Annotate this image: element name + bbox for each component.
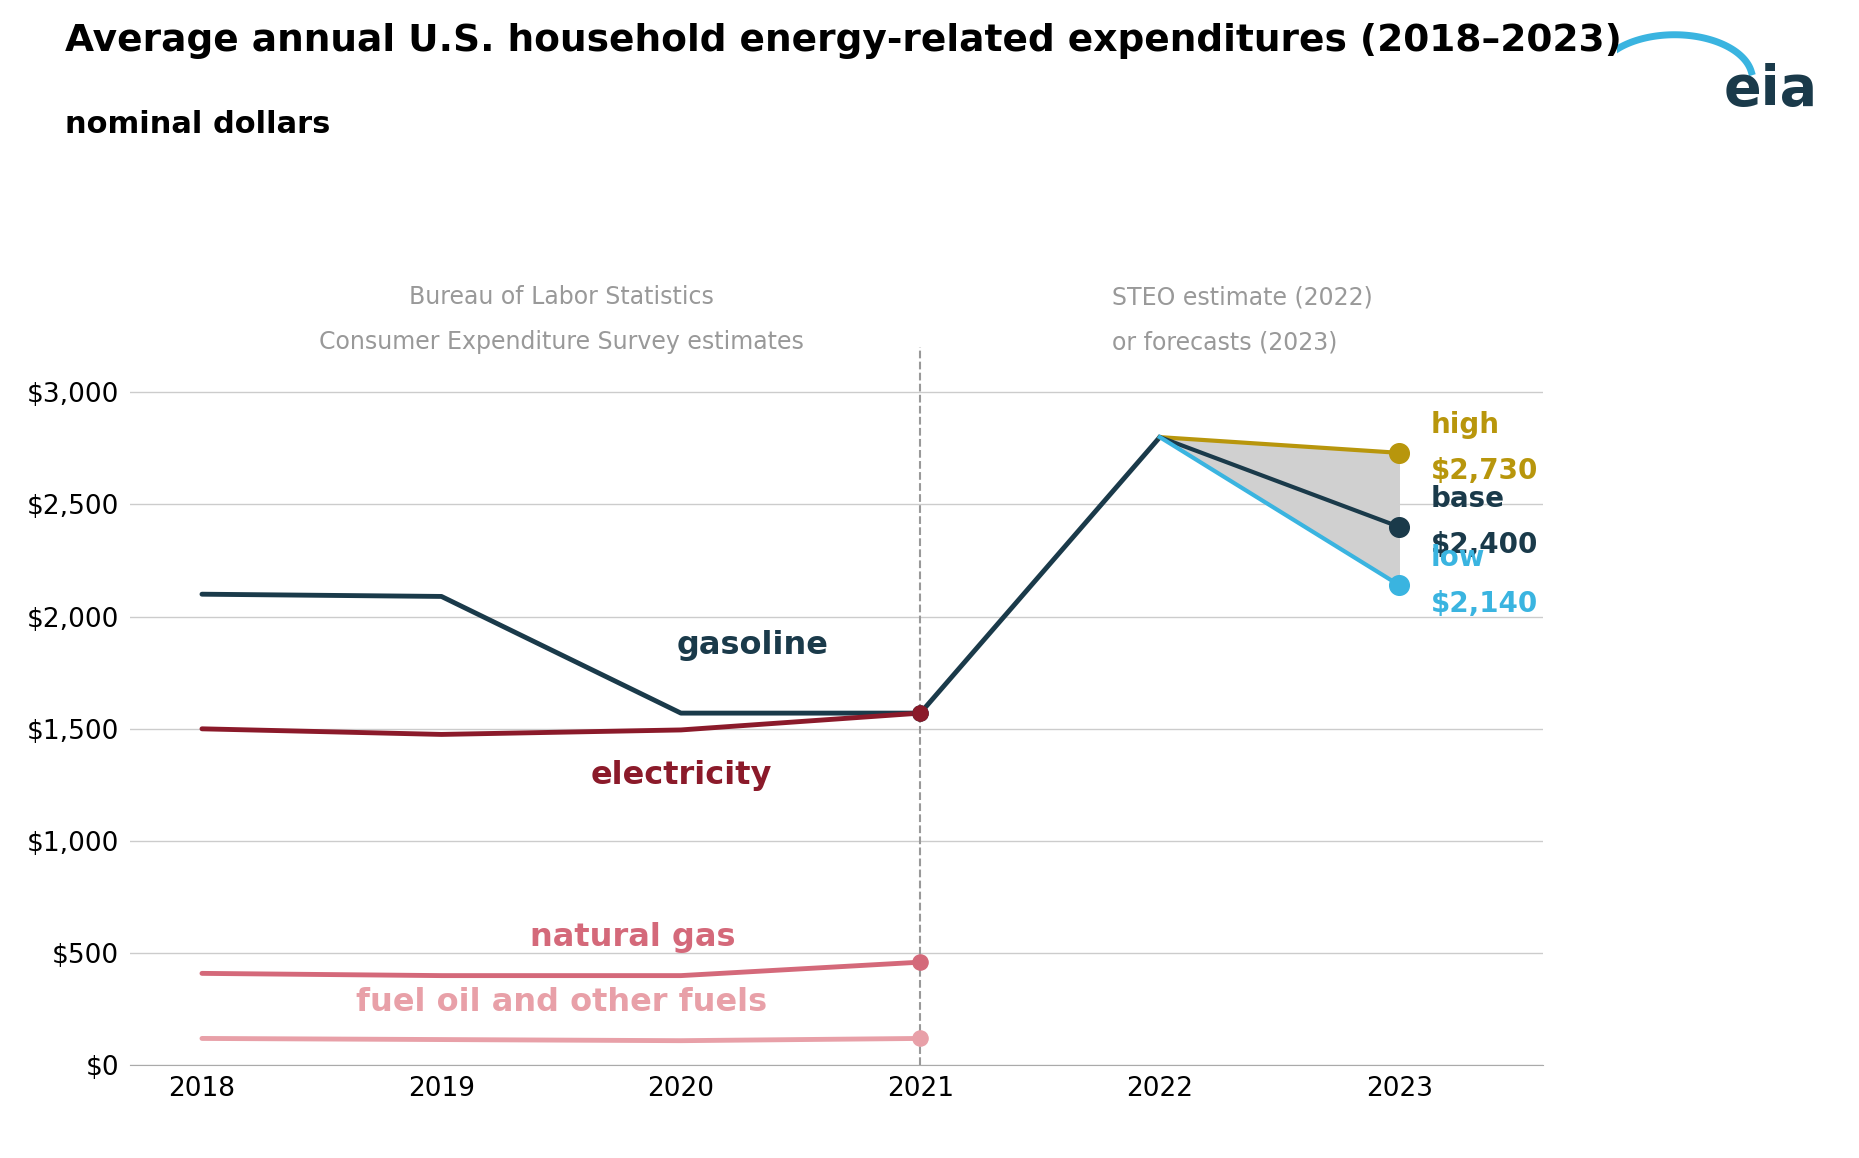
- Text: high: high: [1430, 411, 1500, 439]
- Text: low: low: [1430, 544, 1485, 572]
- Text: nominal dollars: nominal dollars: [65, 110, 331, 139]
- Polygon shape: [1160, 438, 1400, 585]
- Text: electricity: electricity: [589, 761, 771, 791]
- Text: fuel oil and other fuels: fuel oil and other fuels: [355, 987, 766, 1018]
- Text: STEO estimate (2022): STEO estimate (2022): [1112, 285, 1372, 309]
- Text: $2,730: $2,730: [1430, 457, 1537, 485]
- Text: Consumer Expenditure Survey estimates: Consumer Expenditure Survey estimates: [318, 330, 803, 354]
- Text: Bureau of Labor Statistics: Bureau of Labor Statistics: [409, 285, 714, 309]
- Point: [1385, 576, 1415, 594]
- Text: gasoline: gasoline: [677, 630, 829, 661]
- Point: [905, 704, 935, 723]
- Text: eia: eia: [1723, 64, 1818, 117]
- Point: [1385, 444, 1415, 462]
- Text: or forecasts (2023): or forecasts (2023): [1112, 330, 1337, 354]
- Text: $2,140: $2,140: [1430, 589, 1537, 617]
- Text: natural gas: natural gas: [530, 922, 736, 953]
- Point: [905, 704, 935, 723]
- Text: $2,400: $2,400: [1430, 532, 1537, 559]
- Point: [905, 953, 935, 972]
- Text: Average annual U.S. household energy-related expenditures (2018–2023): Average annual U.S. household energy-rel…: [65, 23, 1621, 59]
- Text: base: base: [1430, 485, 1504, 513]
- Point: [1385, 518, 1415, 536]
- Point: [905, 1029, 935, 1048]
